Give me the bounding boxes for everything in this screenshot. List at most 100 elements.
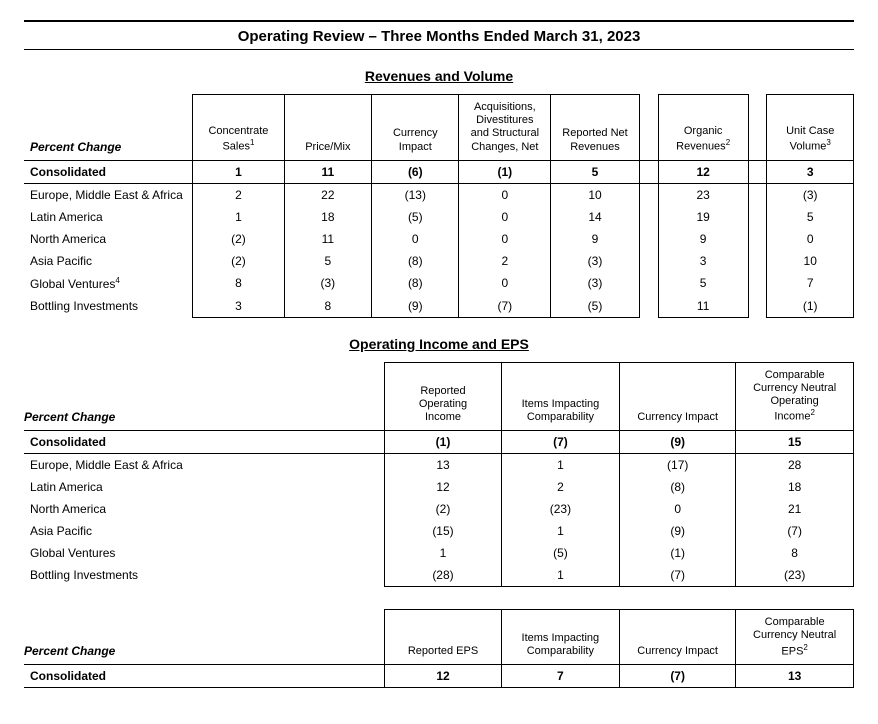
row-label: North America	[24, 228, 193, 250]
cell: (23)	[736, 564, 854, 587]
col-header: Reported NetRevenues	[551, 95, 640, 161]
cell: (9)	[372, 295, 459, 318]
table-revenues-volume: Percent ChangeConcentrateSales1Price/Mix…	[24, 94, 854, 318]
cell: 19	[658, 206, 748, 228]
col-header: Currency Impact	[620, 610, 736, 665]
row-label: Bottling Investments	[24, 564, 385, 587]
cell: (7)	[459, 295, 551, 318]
cell: (6)	[372, 160, 459, 183]
row-label-header: Percent Change	[24, 95, 193, 161]
cell: (3)	[551, 272, 640, 295]
col-header: CurrencyImpact	[372, 95, 459, 161]
row-label: Global Ventures4	[24, 272, 193, 295]
rule-under-title	[24, 49, 854, 50]
col-header: Reported EPS	[385, 610, 501, 665]
col-gap	[748, 295, 767, 318]
col-header: Items ImpactingComparability	[501, 610, 619, 665]
cell: (1)	[385, 431, 502, 454]
row-label: North America	[24, 498, 385, 520]
cell: 0	[372, 228, 459, 250]
table-operating-income: Percent ChangeReportedOperatingIncomeIte…	[24, 362, 854, 587]
cell: 8	[193, 272, 284, 295]
col-header: OrganicRevenues2	[658, 95, 748, 161]
col-gap	[748, 206, 767, 228]
cell: (5)	[501, 542, 619, 564]
cell: 0	[459, 272, 551, 295]
col-header: Items ImpactingComparability	[501, 362, 619, 430]
cell: 21	[736, 498, 854, 520]
table-eps: Percent ChangeReported EPSItems Impactin…	[24, 609, 854, 688]
cell: 12	[658, 160, 748, 183]
row-label-consolidated: Consolidated	[24, 665, 385, 688]
row-label-consolidated: Consolidated	[24, 160, 193, 183]
col-gap	[639, 250, 658, 272]
col-gap	[639, 206, 658, 228]
cell: 15	[736, 431, 854, 454]
col-header: ComparableCurrency NeutralOperatingIncom…	[736, 362, 854, 430]
col-header: Currency Impact	[620, 362, 736, 430]
cell: 18	[736, 476, 854, 498]
cell: (8)	[372, 250, 459, 272]
cell: (15)	[385, 520, 502, 542]
cell: (2)	[193, 228, 284, 250]
col-gap	[748, 272, 767, 295]
cell: 0	[459, 228, 551, 250]
cell: (1)	[459, 160, 551, 183]
cell: 18	[284, 206, 372, 228]
cell: 13	[736, 665, 854, 688]
col-gap	[639, 95, 658, 161]
cell: 0	[620, 498, 736, 520]
cell: 5	[767, 206, 854, 228]
col-header: Price/Mix	[284, 95, 372, 161]
section-title-opinc: Operating Income and EPS	[24, 336, 854, 352]
col-gap	[639, 183, 658, 206]
cell: (8)	[620, 476, 736, 498]
col-gap	[639, 295, 658, 318]
cell: (9)	[620, 520, 736, 542]
section-title-revenues: Revenues and Volume	[24, 68, 854, 84]
col-header: Unit CaseVolume3	[767, 95, 854, 161]
cell: 1	[501, 520, 619, 542]
col-gap	[748, 95, 767, 161]
row-label: Europe, Middle East & Africa	[24, 454, 385, 477]
cell: 10	[767, 250, 854, 272]
rule-top	[24, 20, 854, 22]
cell: 1	[501, 564, 619, 587]
cell: (3)	[551, 250, 640, 272]
row-label-consolidated: Consolidated	[24, 431, 385, 454]
cell: 2	[459, 250, 551, 272]
cell: 7	[501, 665, 619, 688]
col-header: ComparableCurrency NeutralEPS2	[736, 610, 854, 665]
col-header: ReportedOperatingIncome	[385, 362, 502, 430]
cell: (28)	[385, 564, 502, 587]
col-gap	[748, 250, 767, 272]
cell: 22	[284, 183, 372, 206]
cell: 23	[658, 183, 748, 206]
col-header: Acquisitions,Divestituresand StructuralC…	[459, 95, 551, 161]
cell: (13)	[372, 183, 459, 206]
col-header: ConcentrateSales1	[193, 95, 284, 161]
cell: 5	[658, 272, 748, 295]
cell: (7)	[736, 520, 854, 542]
col-gap	[748, 183, 767, 206]
row-label: Latin America	[24, 476, 385, 498]
row-label: Bottling Investments	[24, 295, 193, 318]
cell: (7)	[620, 564, 736, 587]
cell: 5	[284, 250, 372, 272]
cell: 5	[551, 160, 640, 183]
cell: 12	[385, 476, 502, 498]
cell: 11	[284, 228, 372, 250]
cell: (5)	[551, 295, 640, 318]
row-label-header: Percent Change	[24, 362, 385, 430]
cell: (7)	[501, 431, 619, 454]
row-label-header: Percent Change	[24, 610, 385, 665]
cell: 8	[284, 295, 372, 318]
row-label: Asia Pacific	[24, 520, 385, 542]
col-gap	[639, 160, 658, 183]
cell: 9	[658, 228, 748, 250]
row-label: Asia Pacific	[24, 250, 193, 272]
row-label: Global Ventures	[24, 542, 385, 564]
cell: 28	[736, 454, 854, 477]
cell: 2	[501, 476, 619, 498]
cell: (1)	[620, 542, 736, 564]
